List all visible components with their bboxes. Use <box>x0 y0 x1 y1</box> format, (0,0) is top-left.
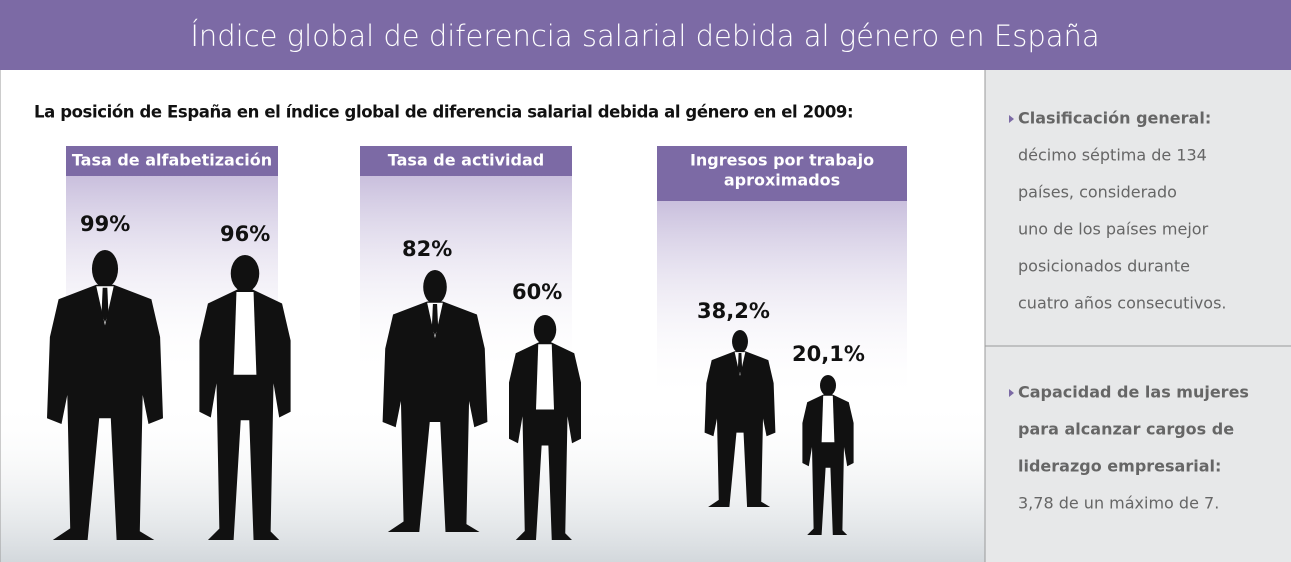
figure-label: 96% <box>220 222 270 246</box>
sidebar-text: cuatro años consecutivos. <box>1018 294 1227 313</box>
page: {"header": {"title": "Índice global de d… <box>0 0 1291 562</box>
sidebar-text: países, considerado <box>1018 183 1177 202</box>
sidebar-text: 3,78 de un máximo de 7. <box>1018 494 1219 513</box>
head <box>534 315 557 344</box>
figure-label: 38,2% <box>697 299 770 323</box>
figure-label: 60% <box>512 280 562 304</box>
sidebar-text: uno de los países mejor <box>1018 220 1209 239</box>
sidebar-text: décimo séptima de 134 <box>1018 146 1207 165</box>
figure-label: 20,1% <box>792 342 865 366</box>
panel-title: aproximados <box>724 171 840 190</box>
subtitle: La posición de España en el índice globa… <box>34 103 853 122</box>
figure-label: 82% <box>402 237 452 261</box>
head <box>732 330 748 353</box>
sidebar-text: posicionados durante <box>1018 257 1190 276</box>
head <box>231 255 260 292</box>
sidebar-heading: para alcanzar cargos de <box>1018 420 1234 439</box>
blouse <box>536 344 554 409</box>
head <box>92 250 118 288</box>
blouse <box>234 292 257 375</box>
panel-title: Ingresos por trabajo <box>690 151 874 170</box>
head <box>423 270 447 304</box>
figure-label: 99% <box>80 212 130 236</box>
sidebar-heading: liderazgo empresarial: <box>1018 457 1221 476</box>
panel-gradient <box>657 201 907 401</box>
panel-title: Tasa de actividad <box>388 151 544 170</box>
page-title: Índice global de diferencia salarial deb… <box>190 19 1099 53</box>
sidebar-heading: Capacidad de las mujeres <box>1018 383 1249 402</box>
head <box>820 375 836 396</box>
panel-title: Tasa de alfabetización <box>72 151 272 170</box>
sidebar <box>985 70 1291 562</box>
infographic: Índice global de diferencia salarial deb… <box>0 0 1291 562</box>
sidebar-heading: Clasificación general: <box>1018 109 1211 128</box>
blouse <box>822 396 835 442</box>
